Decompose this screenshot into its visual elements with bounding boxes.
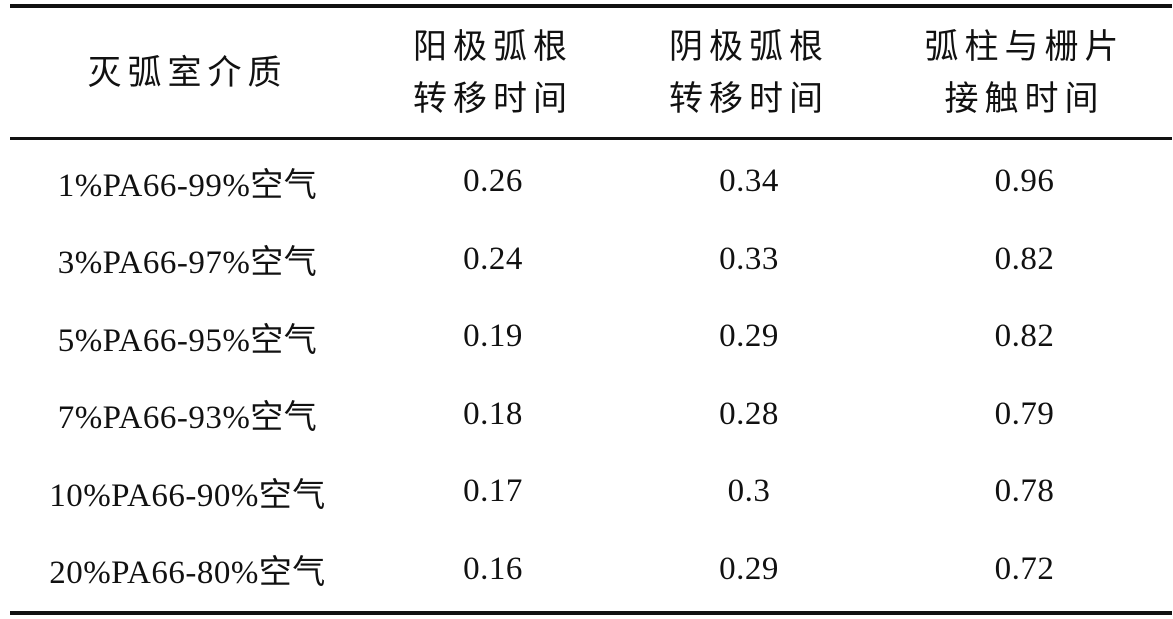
cell-medium: 10%PA66-90%空气	[49, 477, 326, 514]
header-grid-contact-time: 弧柱与栅片 接触时间	[877, 8, 1172, 137]
cell-anode-time: 0.16	[463, 550, 523, 587]
table-row: 1%PA66-99%空气 0.26 0.34 0.96	[10, 143, 1172, 221]
table-bottom-rule	[10, 611, 1172, 615]
header-medium-line-1: 灭弧室介质	[87, 52, 288, 93]
data-table: 灭弧室介质 阳极弧根 转移时间 阴极弧根 转移时间 弧柱与栅片 接触时间 1%P…	[10, 4, 1172, 615]
table-body: 1%PA66-99%空气 0.26 0.34 0.96 3%PA66-97%空气…	[10, 140, 1172, 611]
cell-cathode-time: 0.34	[719, 163, 779, 200]
header-cathode-line-2: 转移时间	[669, 78, 829, 119]
cell-anode-time: 0.24	[463, 240, 523, 277]
cell-contact-time: 0.96	[994, 163, 1055, 200]
cell-anode-time: 0.18	[463, 395, 523, 432]
header-cathode-line-1: 阴极弧根	[669, 26, 829, 67]
table-header-rule	[10, 137, 1172, 140]
cell-cathode-time: 0.29	[719, 550, 779, 587]
header-cathode-transfer-time: 阴极弧根 转移时间	[621, 8, 877, 137]
cell-medium: 5%PA66-95%空气	[57, 322, 318, 359]
table-row: 5%PA66-95%空气 0.19 0.29 0.82	[10, 298, 1172, 376]
cell-contact-time: 0.78	[994, 473, 1055, 510]
header-medium: 灭弧室介质	[10, 8, 365, 137]
cell-anode-time: 0.19	[463, 318, 523, 355]
cell-medium: 7%PA66-93%空气	[57, 400, 318, 437]
cell-medium: 20%PA66-80%空气	[49, 555, 326, 592]
header-anode-line-1: 阳极弧根	[413, 26, 573, 67]
cell-contact-time: 0.72	[994, 550, 1055, 587]
table-top-rule	[10, 4, 1172, 8]
header-contact-line-1: 弧柱与栅片	[924, 26, 1125, 67]
cell-cathode-time: 0.33	[719, 240, 779, 277]
cell-anode-time: 0.17	[463, 473, 523, 510]
table-row: 3%PA66-97%空气 0.24 0.33 0.82	[10, 221, 1172, 299]
cell-contact-time: 0.82	[994, 240, 1055, 277]
cell-cathode-time: 0.28	[719, 395, 779, 432]
cell-anode-time: 0.26	[463, 163, 523, 200]
header-anode-line-2: 转移时间	[413, 78, 573, 119]
table-row: 20%PA66-80%空气 0.16 0.29 0.72	[10, 531, 1172, 609]
header-anode-transfer-time: 阳极弧根 转移时间	[365, 8, 621, 137]
table-row: 7%PA66-93%空气 0.18 0.28 0.79	[10, 376, 1172, 454]
cell-contact-time: 0.82	[994, 318, 1055, 355]
table-row: 10%PA66-90%空气 0.17 0.3 0.78	[10, 453, 1172, 531]
cell-medium: 3%PA66-97%空气	[57, 245, 318, 282]
header-contact-line-2: 接触时间	[944, 78, 1105, 119]
cell-cathode-time: 0.3	[727, 473, 771, 510]
cell-contact-time: 0.79	[994, 395, 1055, 432]
cell-cathode-time: 0.29	[719, 318, 779, 355]
cell-medium: 1%PA66-99%空气	[57, 167, 318, 204]
table-header-row: 灭弧室介质 阳极弧根 转移时间 阴极弧根 转移时间 弧柱与栅片 接触时间	[10, 8, 1172, 137]
